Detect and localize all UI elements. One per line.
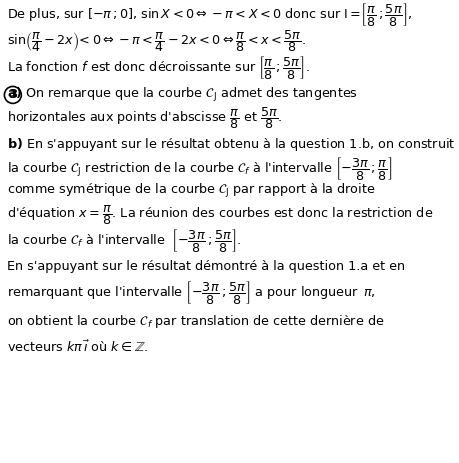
Text: 3: 3	[8, 88, 17, 101]
Text: $\sin\!\left(\dfrac{\pi}{4}-2x\right)\!<0 \Leftrightarrow -\pi < \dfrac{\pi}{4}-: $\sin\!\left(\dfrac{\pi}{4}-2x\right)\!<…	[7, 28, 306, 54]
Text: d'équation $x = \dfrac{\pi}{8}$. La réunion des courbes est donc la restriction : d'équation $x = \dfrac{\pi}{8}$. La réun…	[7, 203, 433, 227]
Text: comme symétrique de la courbe $\mathcal{C}_{\mathrm{J}}$ par rapport à la droite: comme symétrique de la courbe $\mathcal{…	[7, 182, 375, 200]
Text: En s'appuyant sur le résultat démontré à la question 1.a et en: En s'appuyant sur le résultat démontré à…	[7, 260, 405, 273]
Text: $\mathbf{b)}$ En s'appuyant sur le résultat obtenu à la question 1.b, on constru: $\mathbf{b)}$ En s'appuyant sur le résul…	[7, 136, 455, 153]
Text: la courbe $\mathcal{C}_{f}$ à l'intervalle $\;\left[-\dfrac{3\pi}{8}\,;\dfrac{5\: la courbe $\mathcal{C}_{f}$ à l'interval…	[7, 227, 241, 254]
Text: vecteurs $k\pi\,\vec{\imath}$ où $k \in \mathbb{Z}$.: vecteurs $k\pi\,\vec{\imath}$ où $k \in …	[7, 339, 149, 355]
Text: De plus, sur $[-\pi\,;0]$, $\sin X < 0 \Leftrightarrow -\pi < X < 0$ donc sur $\: De plus, sur $[-\pi\,;0]$, $\sin X < 0 \…	[7, 1, 413, 28]
Text: $\mathbf{a)}$ On remarque que la courbe $\mathcal{C}_{\mathrm{J}}$ admet des tan: $\mathbf{a)}$ On remarque que la courbe …	[7, 86, 358, 104]
Text: la courbe $\mathcal{C}_{\mathrm{J}}$ restriction de la courbe $\mathcal{C}_{f}$ : la courbe $\mathcal{C}_{\mathrm{J}}$ res…	[7, 155, 392, 181]
Text: on obtient la courbe $\mathcal{C}_{f}$ par translation de cette dernière de: on obtient la courbe $\mathcal{C}_{f}$ p…	[7, 313, 384, 330]
Text: La fonction $f$ est donc décroissante sur $\left[\dfrac{\pi}{8}\,;\dfrac{5\pi}{8: La fonction $f$ est donc décroissante su…	[7, 54, 310, 81]
Text: remarquant que l'intervalle $\left[-\dfrac{3\pi}{8}\,;\dfrac{5\pi}{8}\right]$ a : remarquant que l'intervalle $\left[-\dfr…	[7, 279, 375, 306]
Text: horizontales aux points d'abscisse $\dfrac{\pi}{8}$ et $\dfrac{5\pi}{8}$.: horizontales aux points d'abscisse $\dfr…	[7, 105, 282, 131]
